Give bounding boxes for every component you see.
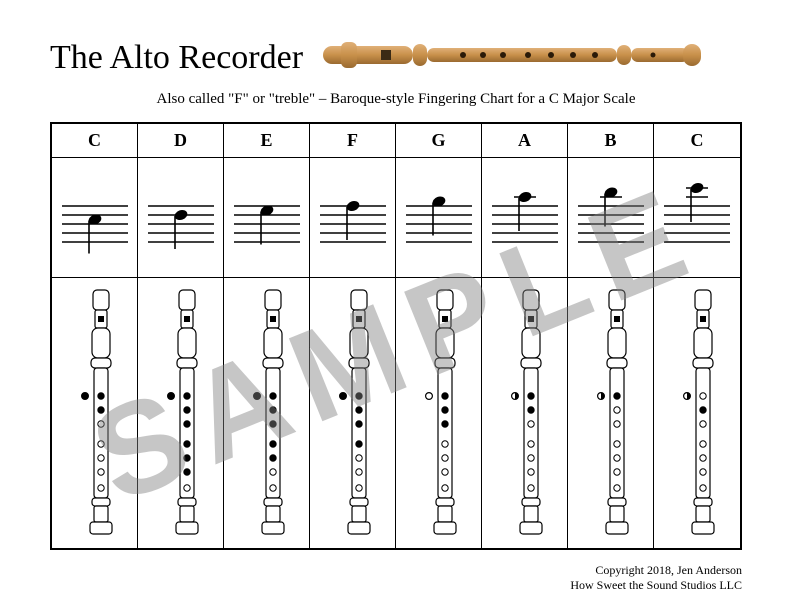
- fingering-cell: [224, 278, 310, 548]
- recorder-photo: [323, 30, 703, 85]
- fingering-cell: [654, 278, 740, 548]
- fingering-chart: CDEFGABC: [50, 122, 742, 550]
- staff-cell: [568, 158, 654, 278]
- fingering-cell: [396, 278, 482, 548]
- page-title: The Alto Recorder: [50, 39, 303, 77]
- note-name: C: [691, 130, 704, 151]
- staff-cell: [52, 158, 138, 278]
- fingering-cell: [138, 278, 224, 548]
- staff-cell: [224, 158, 310, 278]
- staff-cell: [396, 158, 482, 278]
- note-name: C: [88, 130, 101, 151]
- subtitle: Also called "F" or "treble" – Baroque-st…: [50, 91, 742, 108]
- note-name: A: [518, 130, 531, 151]
- copyright-line1: Copyright 2018, Jen Anderson: [570, 563, 742, 579]
- staff-cell: [654, 158, 740, 278]
- note-name: F: [347, 130, 358, 151]
- copyright: Copyright 2018, Jen Anderson How Sweet t…: [570, 563, 742, 594]
- note-name: B: [604, 130, 616, 151]
- note-name: E: [260, 130, 272, 151]
- note-name: D: [174, 130, 187, 151]
- staff-cell: [310, 158, 396, 278]
- staff-cell: [482, 158, 568, 278]
- staff-cell: [138, 158, 224, 278]
- fingering-cell: [52, 278, 138, 548]
- note-name: G: [431, 130, 445, 151]
- fingering-cell: [482, 278, 568, 548]
- fingering-cell: [568, 278, 654, 548]
- fingering-cell: [310, 278, 396, 548]
- copyright-line2: How Sweet the Sound Studios LLC: [570, 578, 742, 594]
